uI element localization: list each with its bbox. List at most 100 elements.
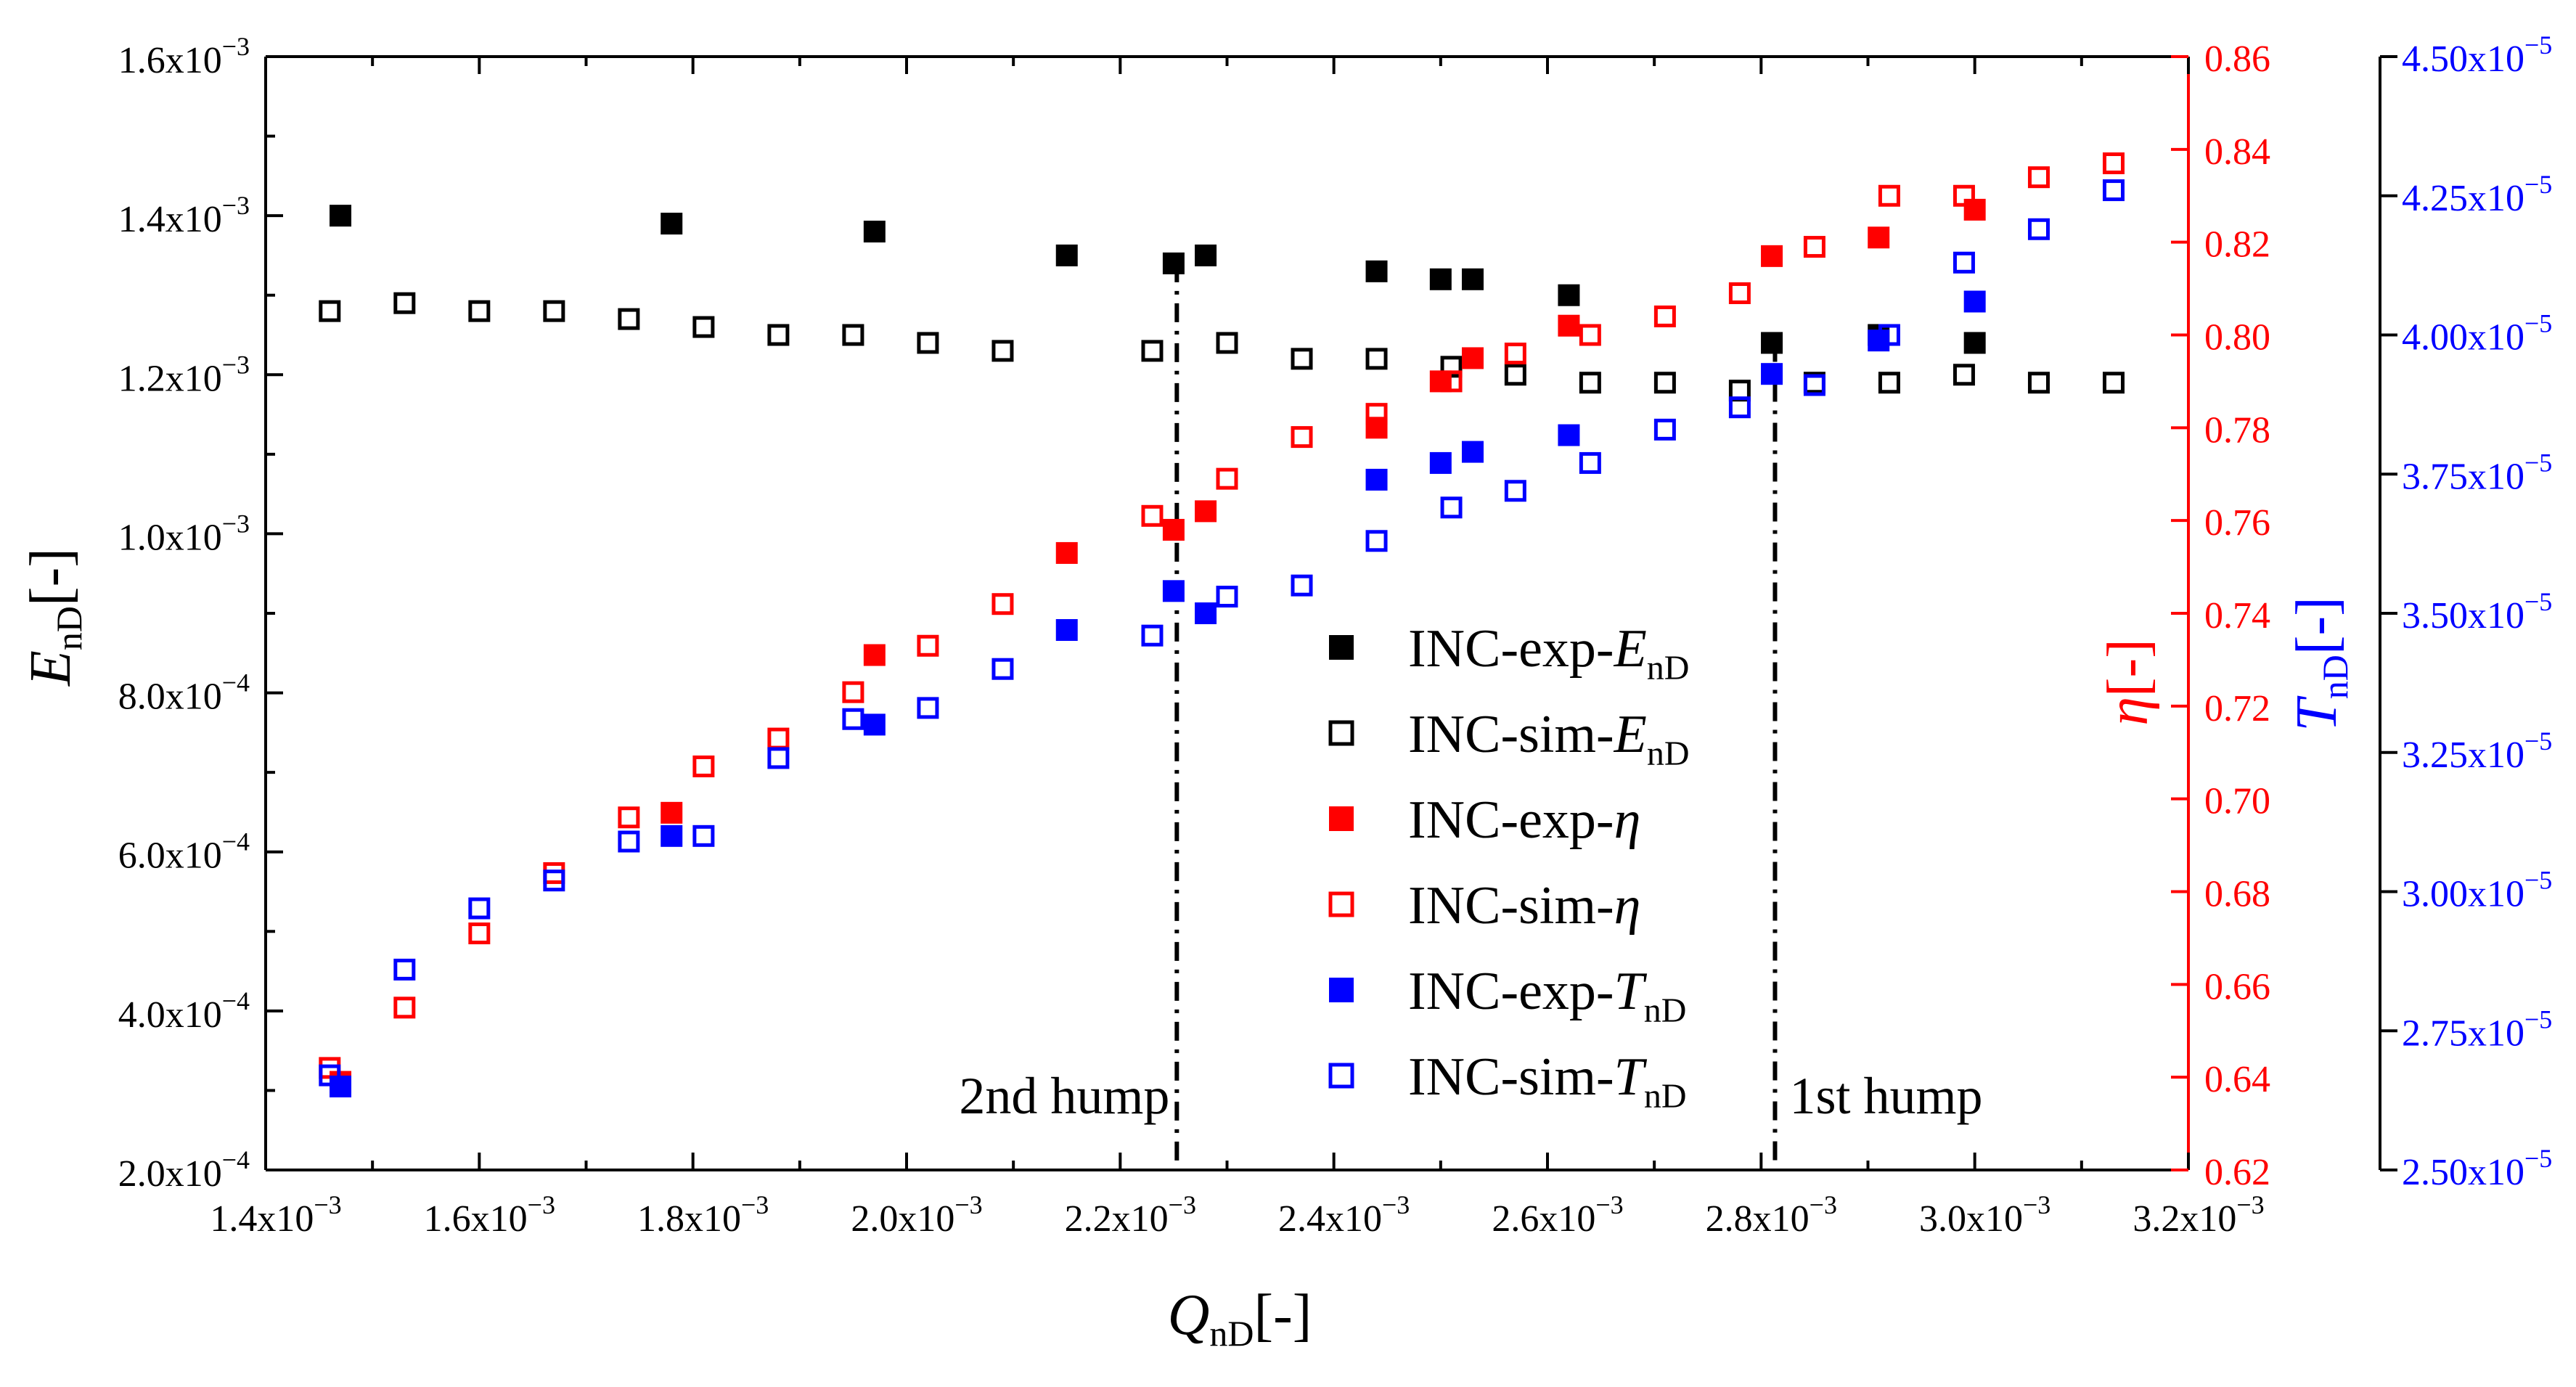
legend-marker (1328, 891, 1354, 917)
data-point-INC-sim-E_nD (543, 300, 565, 322)
data-point-INC-sim-E_nD (1291, 348, 1313, 370)
data-point-INC-exp-E_nD (863, 221, 886, 243)
legend-label: INC-sim-η (1408, 876, 1640, 936)
data-point-INC-sim-T_nD (1365, 530, 1388, 552)
data-point-INC-sim-eta (1803, 236, 1825, 258)
data-point-INC-sim-E_nD (1953, 364, 1975, 386)
data-point-INC-sim-T_nD (1728, 396, 1751, 419)
t-axis-title: TnD[-] (2285, 597, 2355, 732)
data-point-INC-sim-eta (1878, 184, 1900, 207)
t-tick-label: 2.50x10−5 (2402, 1144, 2552, 1193)
eta-tick-label: 0.84 (2204, 131, 2270, 173)
data-point-INC-sim-E_nD (1579, 372, 1601, 394)
hump-lines: 2nd hump 1st hump (959, 263, 1982, 1170)
data-point-INC-exp-T_nD (1558, 424, 1580, 446)
data-point-INC-exp-E_nD (1963, 332, 1986, 354)
data-point-INC-sim-eta (1504, 343, 1526, 365)
data-point-INC-exp-eta (1162, 518, 1185, 541)
legend-label: INC-exp-η (1408, 790, 1640, 850)
legend: INC-exp-EnD INC-sim-EnD INC-exp-η INC-sim-η… (1328, 619, 1690, 1116)
data-point-INC-sim-eta (1953, 184, 1975, 207)
x-tick-label: 2.4x10−3 (1278, 1190, 1410, 1240)
data-point-INC-exp-T_nD (1461, 441, 1484, 463)
data-point-INC-sim-T_nD (1216, 585, 1238, 607)
eta-tick-label: 0.82 (2204, 224, 2270, 266)
data-point-INC-sim-E_nD (2027, 372, 2050, 394)
data-point-INC-sim-E_nD (1878, 372, 1900, 394)
data-point-INC-sim-eta (842, 681, 864, 703)
data-point-INC-sim-E_nD (1141, 340, 1164, 362)
data-point-INC-sim-T_nD (1440, 496, 1463, 519)
y-left-tick-label: 1.2x10−3 (118, 350, 250, 399)
data-point-INC-sim-T_nD (1579, 451, 1601, 474)
data-point-INC-sim-eta (1216, 467, 1238, 490)
hump-label: 2nd hump (959, 1067, 1169, 1125)
y-left-tick-label: 2.0x10−4 (118, 1145, 250, 1195)
data-point-INC-sim-T_nD (767, 747, 790, 769)
x-tick-label: 1.4x10−3 (210, 1190, 341, 1240)
y-left-axis-title: EnD[-] (19, 548, 89, 687)
y-left-tick-label: 1.4x10−3 (118, 191, 250, 240)
data-point-INC-sim-E_nD (393, 292, 416, 314)
data-point-INC-sim-T_nD (2027, 218, 2050, 240)
data-point-INC-exp-E_nD (1461, 268, 1484, 290)
data-point-INC-sim-E_nD (842, 324, 864, 346)
legend-marker (1329, 806, 1354, 831)
x-tick-label: 3.2x10−3 (2133, 1190, 2264, 1240)
data-point-INC-exp-T_nD (1963, 290, 1986, 313)
data-point-INC-sim-eta (393, 997, 416, 1019)
data-point-INC-exp-E_nD (1558, 284, 1580, 306)
data-point-INC-sim-T_nD (917, 697, 939, 719)
data-point-INC-sim-E_nD (1504, 364, 1526, 386)
t-tick-label: 4.50x10−5 (2402, 30, 2552, 80)
data-point-INC-sim-T_nD (393, 958, 416, 981)
t-tick-label: 3.00x10−5 (2402, 866, 2552, 915)
t-tick-label: 4.25x10−5 (2402, 170, 2552, 219)
t-tick-label: 3.50x10−5 (2402, 587, 2552, 637)
data-point-INC-sim-T_nD (692, 825, 715, 847)
data-point-INC-exp-eta (1195, 500, 1217, 523)
y-left-tick-label: 8.0x10−4 (118, 668, 250, 718)
data-point-INC-sim-T_nD (2102, 179, 2125, 202)
data-point-INC-sim-E_nD (468, 300, 491, 322)
legend-label: INC-exp-EnD (1408, 619, 1689, 687)
data-point-INC-exp-eta (1055, 541, 1078, 564)
y-left-tick-label: 1.0x10−3 (118, 509, 250, 558)
data-point-INC-exp-E_nD (661, 213, 683, 235)
data-point-INC-exp-T_nD (1055, 619, 1078, 642)
eta-tick-label: 0.64 (2204, 1059, 2270, 1100)
eta-tick-label: 0.76 (2204, 502, 2270, 544)
data-point-INC-exp-T_nD (863, 713, 886, 736)
data-point-INC-sim-E_nD (1365, 348, 1388, 370)
eta-tick-label: 0.74 (2204, 595, 2270, 637)
t-tick-label: 3.75x10−5 (2402, 448, 2552, 497)
data-point-INC-sim-eta (917, 634, 939, 657)
data-point-INC-sim-T_nD (468, 897, 491, 920)
y-left-tick-label: 6.0x10−4 (118, 827, 250, 877)
eta-tick-label: 0.70 (2204, 781, 2270, 822)
x-tick-label: 2.2x10−3 (1065, 1190, 1196, 1240)
data-point-INC-sim-T_nD (842, 708, 864, 730)
eta-tick-label: 0.68 (2204, 874, 2270, 915)
x-tick-label: 3.0x10−3 (1919, 1190, 2050, 1240)
eta-axis-title: η[-] (2096, 639, 2160, 726)
data-point-INC-sim-E_nD (767, 324, 790, 346)
data-point-INC-sim-eta (991, 593, 1014, 615)
data-point-INC-exp-eta (661, 801, 683, 824)
data-point-INC-sim-T_nD (1878, 324, 1900, 346)
data-point-INC-sim-T_nD (618, 830, 640, 853)
legend-marker (1328, 1063, 1354, 1089)
legend-label: INC-exp-TnD (1408, 962, 1686, 1030)
hump-label: 1st hump (1789, 1067, 1982, 1125)
data-point-INC-sim-eta (2102, 152, 2125, 175)
data-point-INC-sim-E_nD (2102, 372, 2125, 394)
legend-marker (1329, 978, 1354, 1002)
data-point-INC-sim-T_nD (543, 870, 565, 892)
data-point-INC-sim-eta (468, 922, 491, 945)
data-point-INC-exp-T_nD (1195, 602, 1217, 624)
data-point-INC-exp-eta (1558, 314, 1580, 337)
data-point-INC-sim-T_nD (1953, 251, 1975, 274)
data-point-INC-sim-E_nD (319, 300, 341, 322)
